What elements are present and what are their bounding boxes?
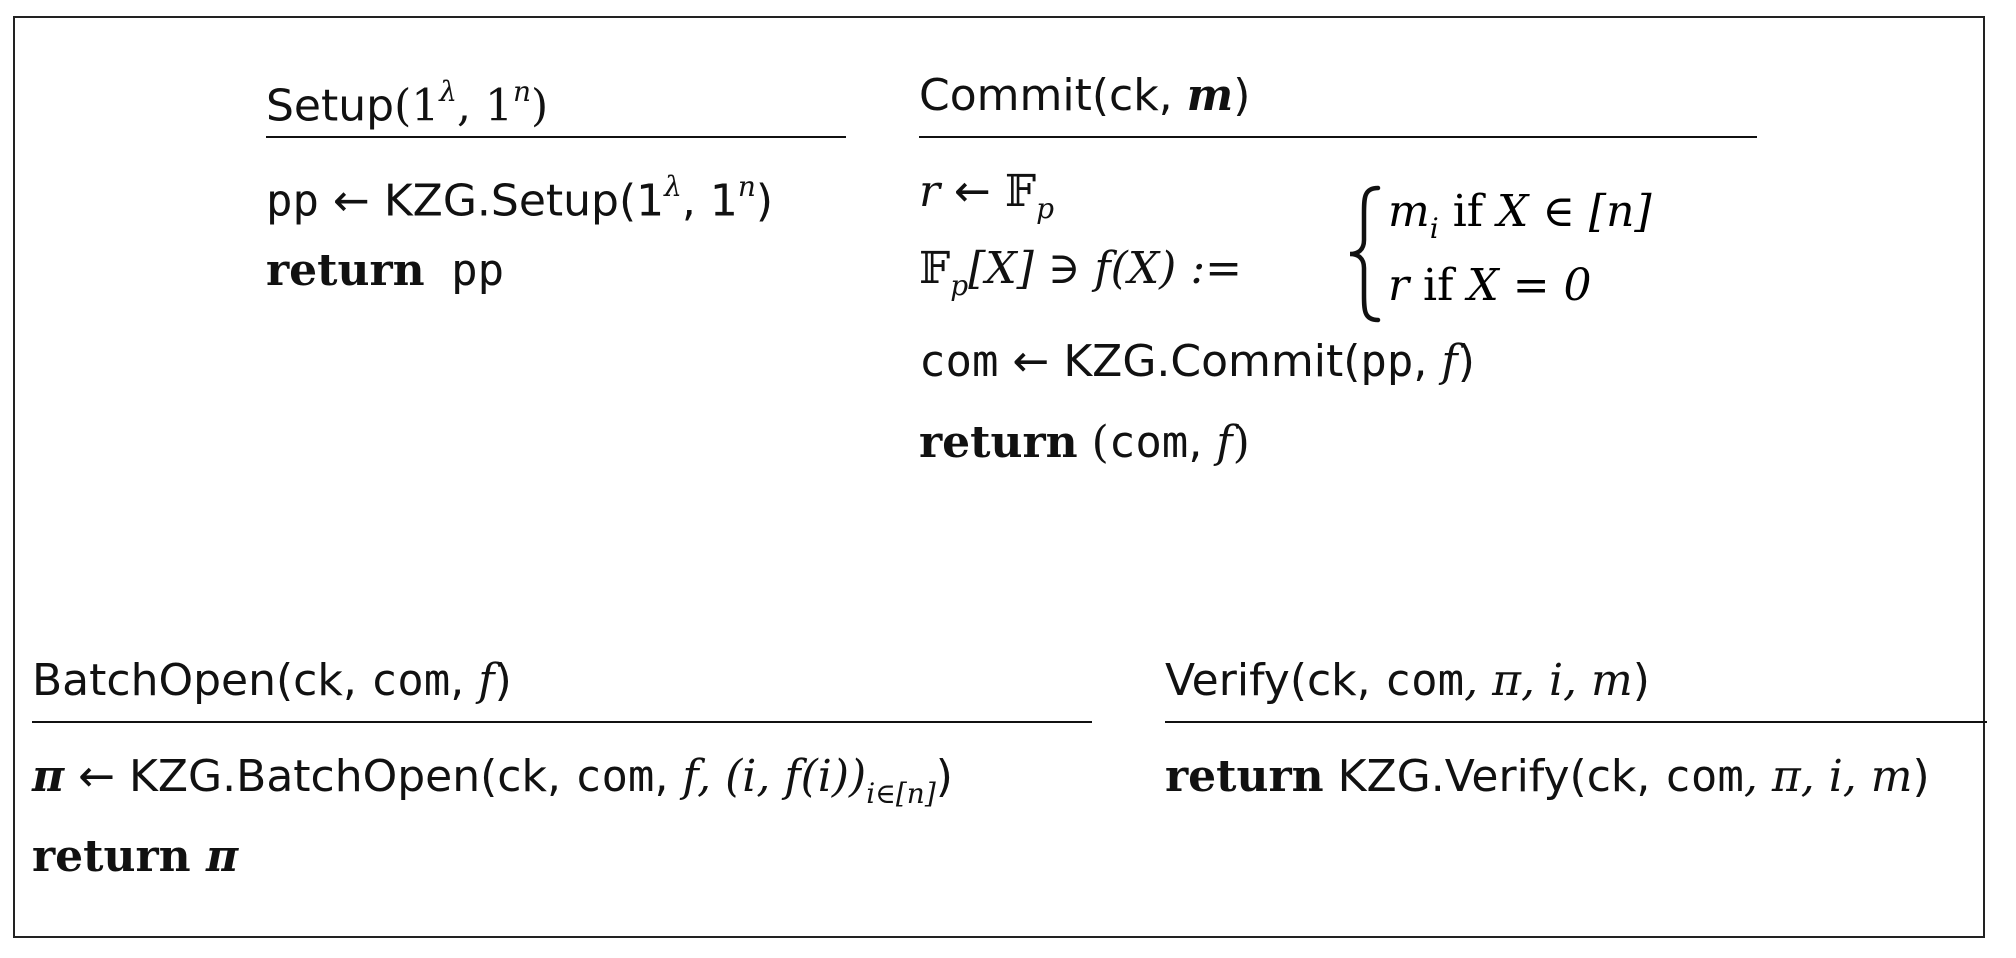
verify-line-1: return KZG.Verify(ck, com, π, i, m) [1165, 751, 1930, 802]
commit-line-3: com ← KZG.Commit(pp, f) [919, 336, 1475, 387]
commit-header-rule [919, 136, 1757, 138]
verify-procedure: Verify(ck, com, π, i, m) return KZG.Veri… [1165, 641, 1987, 802]
left-brace [1349, 185, 1381, 323]
case-2: r if X = 0 [1388, 260, 1592, 311]
commit-header: Commit(ck, m) [919, 70, 1251, 121]
setup-line-2: return pp [266, 245, 505, 296]
batchopen-header-rule [32, 721, 1092, 723]
commit-line-4: return (com, f) [919, 417, 1250, 468]
setup-line-1: pp ← KZG.Setup(1λ, 1n) [266, 170, 774, 227]
algorithm-figure-frame: Setup(1λ, 1n) pp ← KZG.Setup(1λ, 1n) ret… [13, 16, 1987, 938]
verify-header: Verify(ck, com, π, i, m) [1165, 655, 1650, 706]
commit-procedure: Commit(ck, m) r ← 𝔽p 𝔽p[X] ∋ f(X) := mi … [919, 56, 1757, 468]
case-1: mi if X ∈ [n] [1388, 186, 1652, 245]
setup-header: Setup(1λ, 1n) [266, 75, 549, 132]
verify-header-rule [1165, 721, 1987, 723]
batchopen-procedure: BatchOpen(ck, com, f) π ← KZG.BatchOpen(… [32, 641, 1092, 882]
commit-line-1: r ← 𝔽p [919, 166, 1055, 225]
batchopen-line-2: return π [32, 831, 239, 882]
batchopen-header: BatchOpen(ck, com, f) [32, 655, 512, 706]
setup-header-rule [266, 136, 846, 138]
batchopen-line-1: π ← KZG.BatchOpen(ck, com, f, (i, f(i))i… [32, 751, 953, 810]
setup-procedure: Setup(1λ, 1n) pp ← KZG.Setup(1λ, 1n) ret… [266, 56, 846, 296]
piecewise-cases: mi if X ∈ [n] r if X = 0 [1346, 184, 1746, 324]
commit-line-2: 𝔽p[X] ∋ f(X) := [919, 243, 1243, 302]
